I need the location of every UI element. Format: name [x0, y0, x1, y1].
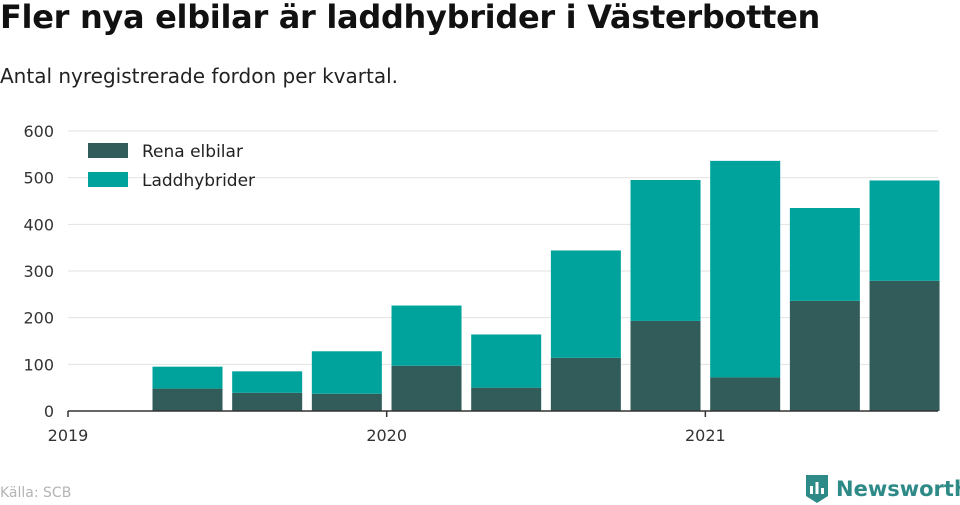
bar-laddhybrider [391, 305, 462, 366]
chart-subtitle: Antal nyregistrerade fordon per kvartal. [0, 64, 399, 88]
newsworthy-logo-icon [806, 475, 828, 503]
bar-rena-elbilar [550, 357, 621, 411]
bar-laddhybrider [471, 334, 542, 388]
legend-label: Laddhybrider [142, 171, 255, 191]
y-tick-label: 0 [44, 402, 54, 421]
x-tick-label: 2020 [366, 426, 407, 445]
bar-laddhybrider [869, 180, 940, 281]
y-tick-label: 100 [23, 355, 54, 374]
legend: Rena elbilar Laddhybrider [88, 142, 255, 191]
bar-rena-elbilar [232, 392, 303, 411]
bar-laddhybrider [311, 351, 382, 394]
bar-rena-elbilar [391, 365, 462, 411]
y-tick-label: 500 [23, 169, 54, 188]
bar-laddhybrider [152, 366, 223, 389]
bar-rena-elbilar [152, 388, 223, 411]
bar-laddhybrider [550, 250, 621, 358]
legend-swatch [88, 143, 128, 158]
y-tick-label: 400 [23, 215, 54, 234]
brand-name: Newsworthy [836, 477, 960, 501]
bar-rena-elbilar [710, 377, 781, 411]
bars [152, 160, 940, 411]
bar-laddhybrider [232, 371, 303, 393]
bar-laddhybrider [710, 160, 781, 378]
legend-label: Rena elbilar [142, 142, 243, 162]
y-tick-label: 300 [23, 262, 54, 281]
y-tick-label: 200 [23, 309, 54, 328]
bar-laddhybrider [630, 180, 701, 321]
bar-rena-elbilar [869, 280, 940, 411]
chart-title: Fler nya elbilar är laddhybrider i Väste… [0, 0, 820, 36]
x-tick-label: 2021 [685, 426, 726, 445]
y-tick-label: 600 [23, 122, 54, 141]
bar-rena-elbilar [789, 300, 860, 411]
brand-logo: Newsworthy [804, 474, 960, 504]
x-tick-label: 2019 [48, 426, 89, 445]
axes: 0 100 200 300 400 500 600 2019 2020 2021 [23, 122, 938, 445]
bar-rena-elbilar [471, 387, 542, 411]
legend-swatch [88, 172, 128, 187]
bar-rena-elbilar [630, 320, 701, 411]
bar-rena-elbilar [311, 393, 382, 411]
bar-laddhybrider [789, 208, 860, 301]
stacked-bar-chart: 0 100 200 300 400 500 600 2019 2020 2021 Rena elb… [23, 122, 940, 445]
source-label: Källa: SCB [0, 485, 72, 501]
